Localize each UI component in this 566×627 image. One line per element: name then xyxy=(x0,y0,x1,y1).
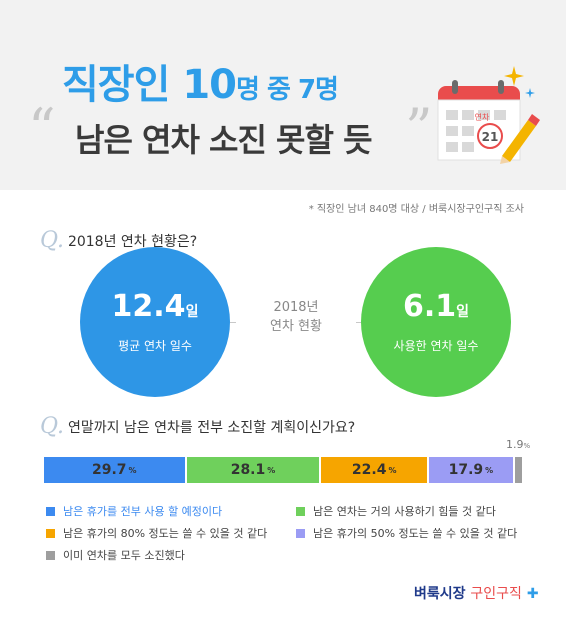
calendar-day: 21 xyxy=(482,130,499,144)
headline-part-a: 직장인 10 xyxy=(62,62,237,108)
brand-part1: 벼룩시장 xyxy=(414,586,466,602)
center-label: 2018년 연차 현황 xyxy=(236,298,356,336)
headline-part-b: 명 중 7 xyxy=(236,75,316,105)
bar-segment-4: 17.9% xyxy=(428,457,513,483)
average-leave-circle: 12.4일 평균 연차 일수 xyxy=(80,247,230,397)
used-leave-label: 사용한 연차 일수 xyxy=(393,339,479,353)
small-segment-label: 1.9% xyxy=(506,438,530,451)
center-label-line1: 2018년 xyxy=(273,300,319,315)
bar-segment-3-pct: % xyxy=(388,465,397,475)
bar-segment-2-pct: % xyxy=(267,465,276,475)
pencil-icon xyxy=(500,114,540,164)
calendar-icon: 21 연차 xyxy=(437,66,540,164)
legend-swatch xyxy=(296,528,305,538)
headline-part-c: 명 xyxy=(315,75,339,105)
bar-segment-1-value: 29.7 xyxy=(91,462,127,478)
legend-item-4: 남은 휴가의 50% 정도는 쓸 수 있을 것 같다 xyxy=(296,525,517,541)
used-leave-unit: 일 xyxy=(456,304,470,320)
legend-item-2: 남은 연차는 거의 사용하기 힘들 것 같다 xyxy=(296,503,496,519)
bar-segment-2: 28.1% xyxy=(186,457,320,483)
legend-label: 이미 연차를 모두 소진했다 xyxy=(63,549,185,562)
plus-icon: ✚ xyxy=(526,586,539,602)
brand-logo: 벼룩시장 구인구직 ✚ xyxy=(414,583,539,603)
average-leave-label: 평균 연차 일수 xyxy=(118,339,192,353)
legend-swatch xyxy=(46,506,55,516)
question-mark-q: Q. xyxy=(40,414,64,439)
legend-swatch xyxy=(46,528,55,538)
legend-label: 남은 휴가의 50% 정도는 쓸 수 있을 것 같다 xyxy=(313,527,518,540)
used-leave-circle: 6.1일 사용한 연차 일수 xyxy=(361,247,511,397)
brand-part2: 구인구직 xyxy=(470,586,522,602)
center-label-line2: 연차 현황 xyxy=(270,319,322,334)
legend-label: 남은 휴가의 80% 정도는 쓸 수 있을 것 같다 xyxy=(63,527,268,540)
average-leave-value: 12.4 xyxy=(111,289,186,324)
source-note: * 직장인 남녀 840명 대상 / 벼룩시장구인구직 조사 xyxy=(308,204,524,215)
close-quote-mark: ” xyxy=(405,97,433,160)
small-segment-pct: % xyxy=(523,442,531,450)
legend-item-3: 남은 휴가의 80% 정도는 쓸 수 있을 것 같다 xyxy=(46,525,267,541)
header-banner: “ 직장인 10명 중 7명 남은 연차 소진 못할 듯 ” 21 연차 xyxy=(0,0,566,190)
bar-segment-2-value: 28.1 xyxy=(230,462,266,478)
question-mark-q: Q. xyxy=(40,228,64,253)
legend-item-1: 남은 휴가를 전부 사용 할 예정이다 xyxy=(46,503,222,519)
used-leave-value: 6.1 xyxy=(402,289,457,324)
bar-segment-1-pct: % xyxy=(128,465,137,475)
question-1-text: 2018년 연차 현황은? xyxy=(67,233,198,250)
legend-label: 남은 연차는 거의 사용하기 힘들 것 같다 xyxy=(313,505,496,518)
average-leave-unit: 일 xyxy=(185,304,199,320)
headline-line2: 남은 연차 소진 못할 듯 xyxy=(75,121,373,159)
legend-item-5: 이미 연차를 모두 소진했다 xyxy=(46,547,185,563)
stacked-bar: 29.7% 28.1% 22.4% 17.9% xyxy=(44,457,524,483)
bar-segment-4-pct: % xyxy=(485,465,494,475)
bar-segment-1: 29.7% xyxy=(44,457,185,483)
calendar-word: 연차 xyxy=(475,113,490,122)
legend-swatch xyxy=(296,506,305,516)
bar-segment-3-value: 22.4 xyxy=(351,462,387,478)
headline-line1: 직장인 10명 중 7명 xyxy=(62,52,339,110)
legend-swatch xyxy=(46,550,55,560)
sparkle-icon xyxy=(504,66,535,98)
bar-segment-4-value: 17.9 xyxy=(448,462,484,478)
question-1: Q. 2018년 연차 현황은? xyxy=(40,228,197,253)
open-quote-mark: “ xyxy=(28,97,56,160)
question-2: Q. 연말까지 남은 연차를 전부 소진할 계획이신가요? xyxy=(40,414,355,439)
question-2-text: 연말까지 남은 연차를 전부 소진할 계획이신가요? xyxy=(67,419,356,436)
legend-label: 남은 휴가를 전부 사용 할 예정이다 xyxy=(63,505,223,518)
small-segment-value: 1.9 xyxy=(506,438,524,451)
bar-segment-3: 22.4% xyxy=(321,457,427,483)
bar-segment-5 xyxy=(514,457,522,483)
